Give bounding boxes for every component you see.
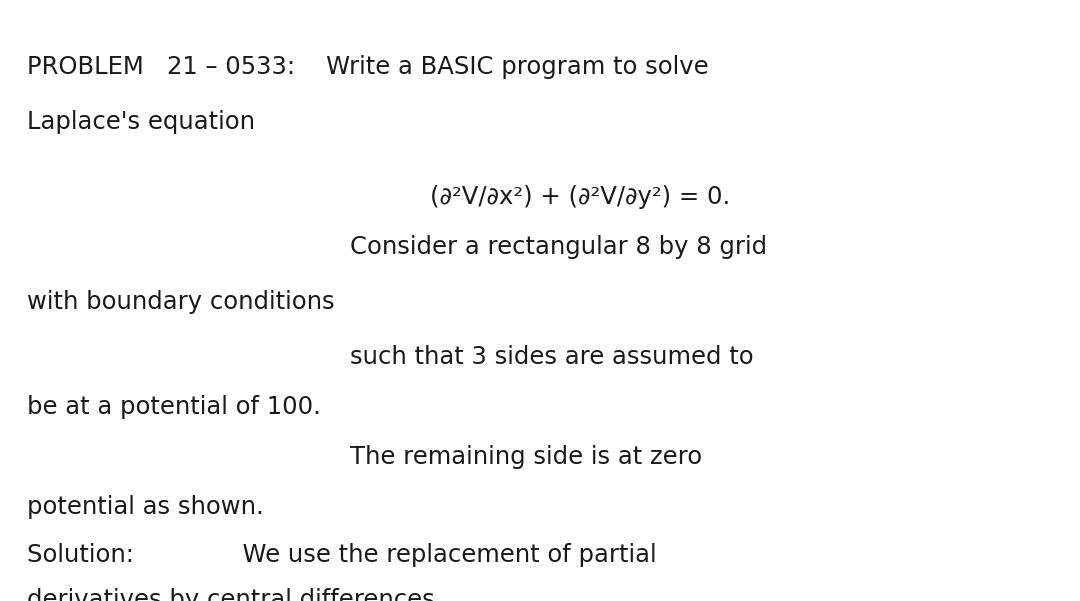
Text: The remaining side is at zero: The remaining side is at zero bbox=[350, 445, 702, 469]
Text: potential as shown.: potential as shown. bbox=[27, 495, 264, 519]
Text: Consider a rectangular 8 by 8 grid: Consider a rectangular 8 by 8 grid bbox=[350, 235, 767, 259]
Text: derivatives by central differences: derivatives by central differences bbox=[27, 588, 435, 601]
Text: (∂²V/∂x²) + (∂²V/∂y²) = 0.: (∂²V/∂x²) + (∂²V/∂y²) = 0. bbox=[430, 185, 730, 209]
Text: Solution:              We use the replacement of partial: Solution: We use the replacement of part… bbox=[27, 543, 657, 567]
Text: with boundary conditions: with boundary conditions bbox=[27, 290, 335, 314]
Text: PROBLEM   21 – 0533:    Write a BASIC program to solve: PROBLEM 21 – 0533: Write a BASIC program… bbox=[27, 55, 708, 79]
Text: Laplace's equation: Laplace's equation bbox=[27, 110, 255, 134]
Text: such that 3 sides are assumed to: such that 3 sides are assumed to bbox=[350, 345, 754, 369]
Text: be at a potential of 100.: be at a potential of 100. bbox=[27, 395, 321, 419]
